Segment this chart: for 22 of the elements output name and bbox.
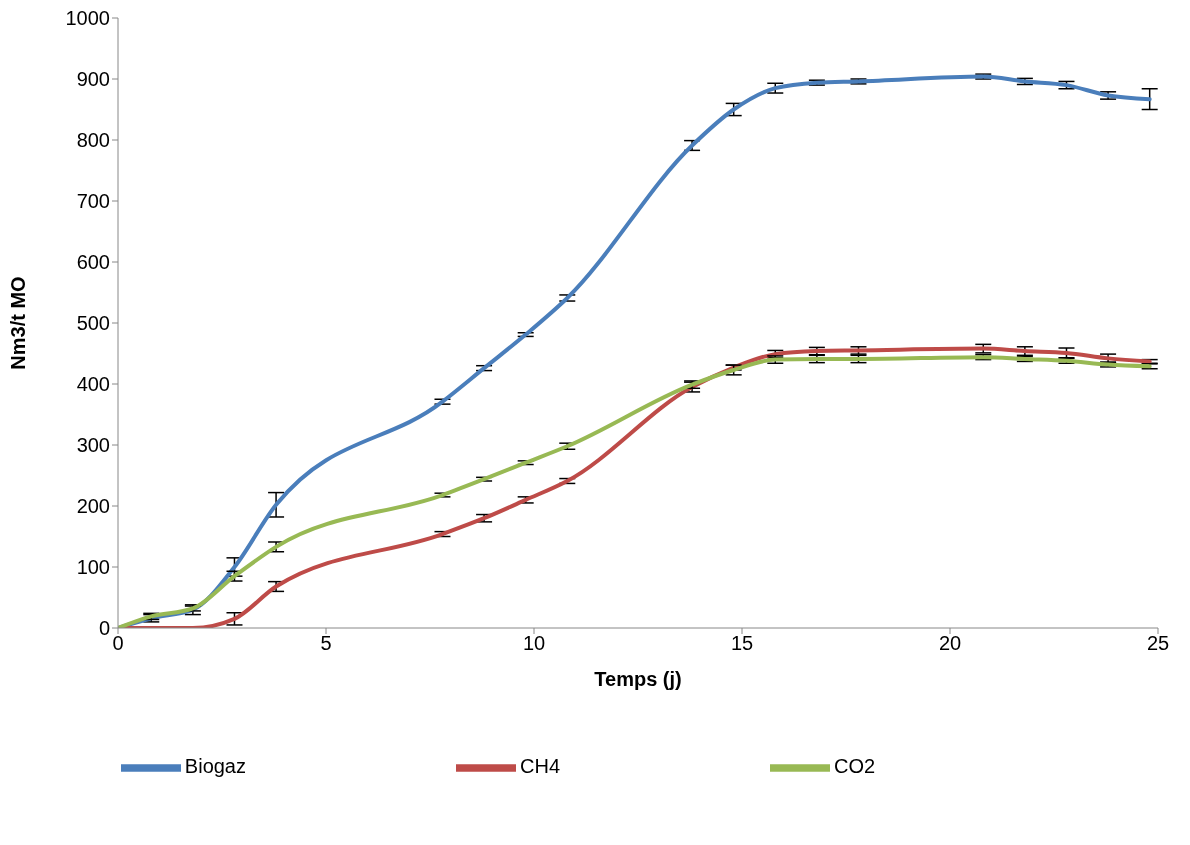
x-tick-label: 5 [320,632,332,655]
y-tick-label: 300 [76,434,110,457]
y-tick-label: 900 [76,68,110,91]
y-tick-label: 100 [76,556,110,579]
y-tick-label: 1000 [65,7,110,30]
y-tick-label: 700 [76,190,110,213]
x-tick-label: 0 [112,632,124,655]
legend-label: Biogaz [184,755,246,778]
y-tick-label: 0 [98,617,110,640]
y-tick-label: 600 [76,251,110,274]
x-tick-label: 15 [730,632,754,655]
y-tick-label: 500 [76,312,110,335]
x-tick-label: 10 [522,632,546,655]
x-tick-label: 25 [1146,632,1170,655]
x-axis-title: Temps (j) [594,668,682,690]
y-tick-label: 400 [76,373,110,396]
y-tick-label: 200 [76,495,110,518]
x-tick-label: 20 [938,632,962,655]
legend-label: CH4 [520,755,561,778]
y-tick-label: 800 [76,129,110,152]
legend-label: CO2 [834,755,876,778]
y-axis-title: Nm3/t MO [7,276,30,370]
